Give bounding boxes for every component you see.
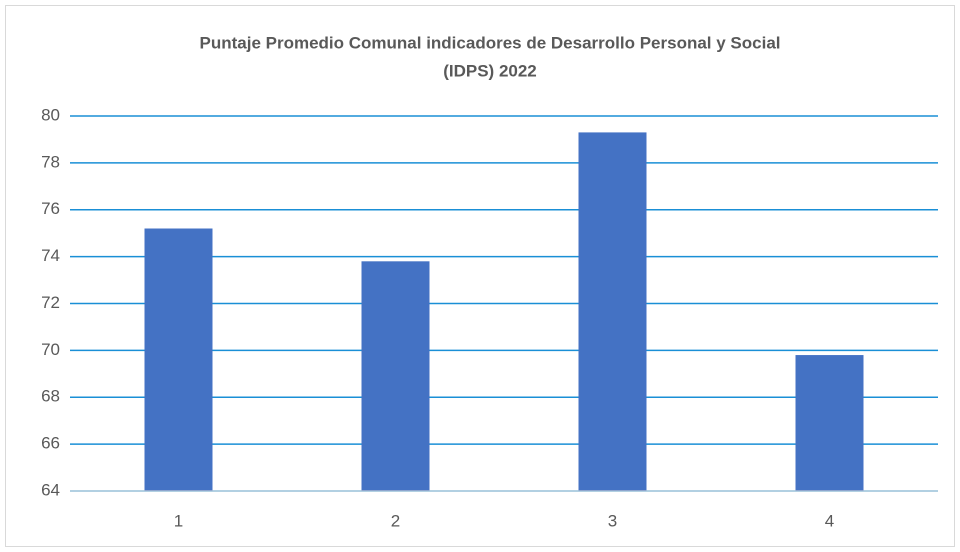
y-tick-label: 66 bbox=[41, 434, 60, 453]
x-tick-label: 2 bbox=[391, 511, 400, 530]
bar bbox=[795, 355, 864, 491]
chart-title: (IDPS) 2022 bbox=[443, 61, 537, 80]
y-tick-label: 80 bbox=[41, 105, 60, 124]
chart-title: Puntaje Promedio Comunal indicadores de … bbox=[200, 33, 781, 52]
bar bbox=[144, 228, 213, 491]
y-tick-label: 76 bbox=[41, 199, 60, 218]
x-tick-label: 1 bbox=[174, 511, 183, 530]
bar bbox=[578, 132, 647, 491]
y-tick-label: 74 bbox=[41, 246, 60, 265]
x-tick-label: 4 bbox=[825, 511, 834, 530]
x-tick-label: 3 bbox=[608, 511, 617, 530]
bar bbox=[361, 261, 430, 491]
y-tick-label: 70 bbox=[41, 340, 60, 359]
y-tick-label: 72 bbox=[41, 293, 60, 312]
y-tick-label: 64 bbox=[41, 480, 60, 499]
y-tick-label: 78 bbox=[41, 152, 60, 171]
y-tick-label: 68 bbox=[41, 387, 60, 406]
